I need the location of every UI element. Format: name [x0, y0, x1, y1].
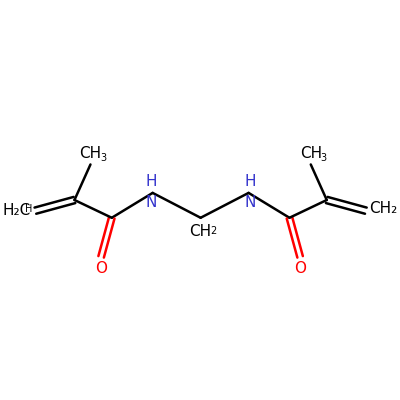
Text: O: O [294, 261, 306, 276]
Text: H: H [145, 174, 157, 189]
Text: CH: CH [190, 224, 212, 239]
Text: 2: 2 [210, 226, 217, 236]
Text: CH: CH [300, 146, 322, 161]
Text: 3: 3 [100, 153, 106, 163]
Text: H: H [25, 204, 32, 214]
Text: O: O [95, 261, 107, 276]
Text: H: H [245, 174, 256, 189]
Text: N: N [245, 195, 256, 210]
Text: CH₂: CH₂ [369, 201, 397, 216]
Text: N: N [145, 195, 156, 210]
Text: CH: CH [79, 146, 102, 161]
Text: 3: 3 [321, 153, 327, 163]
Text: H₂C: H₂C [3, 203, 31, 218]
